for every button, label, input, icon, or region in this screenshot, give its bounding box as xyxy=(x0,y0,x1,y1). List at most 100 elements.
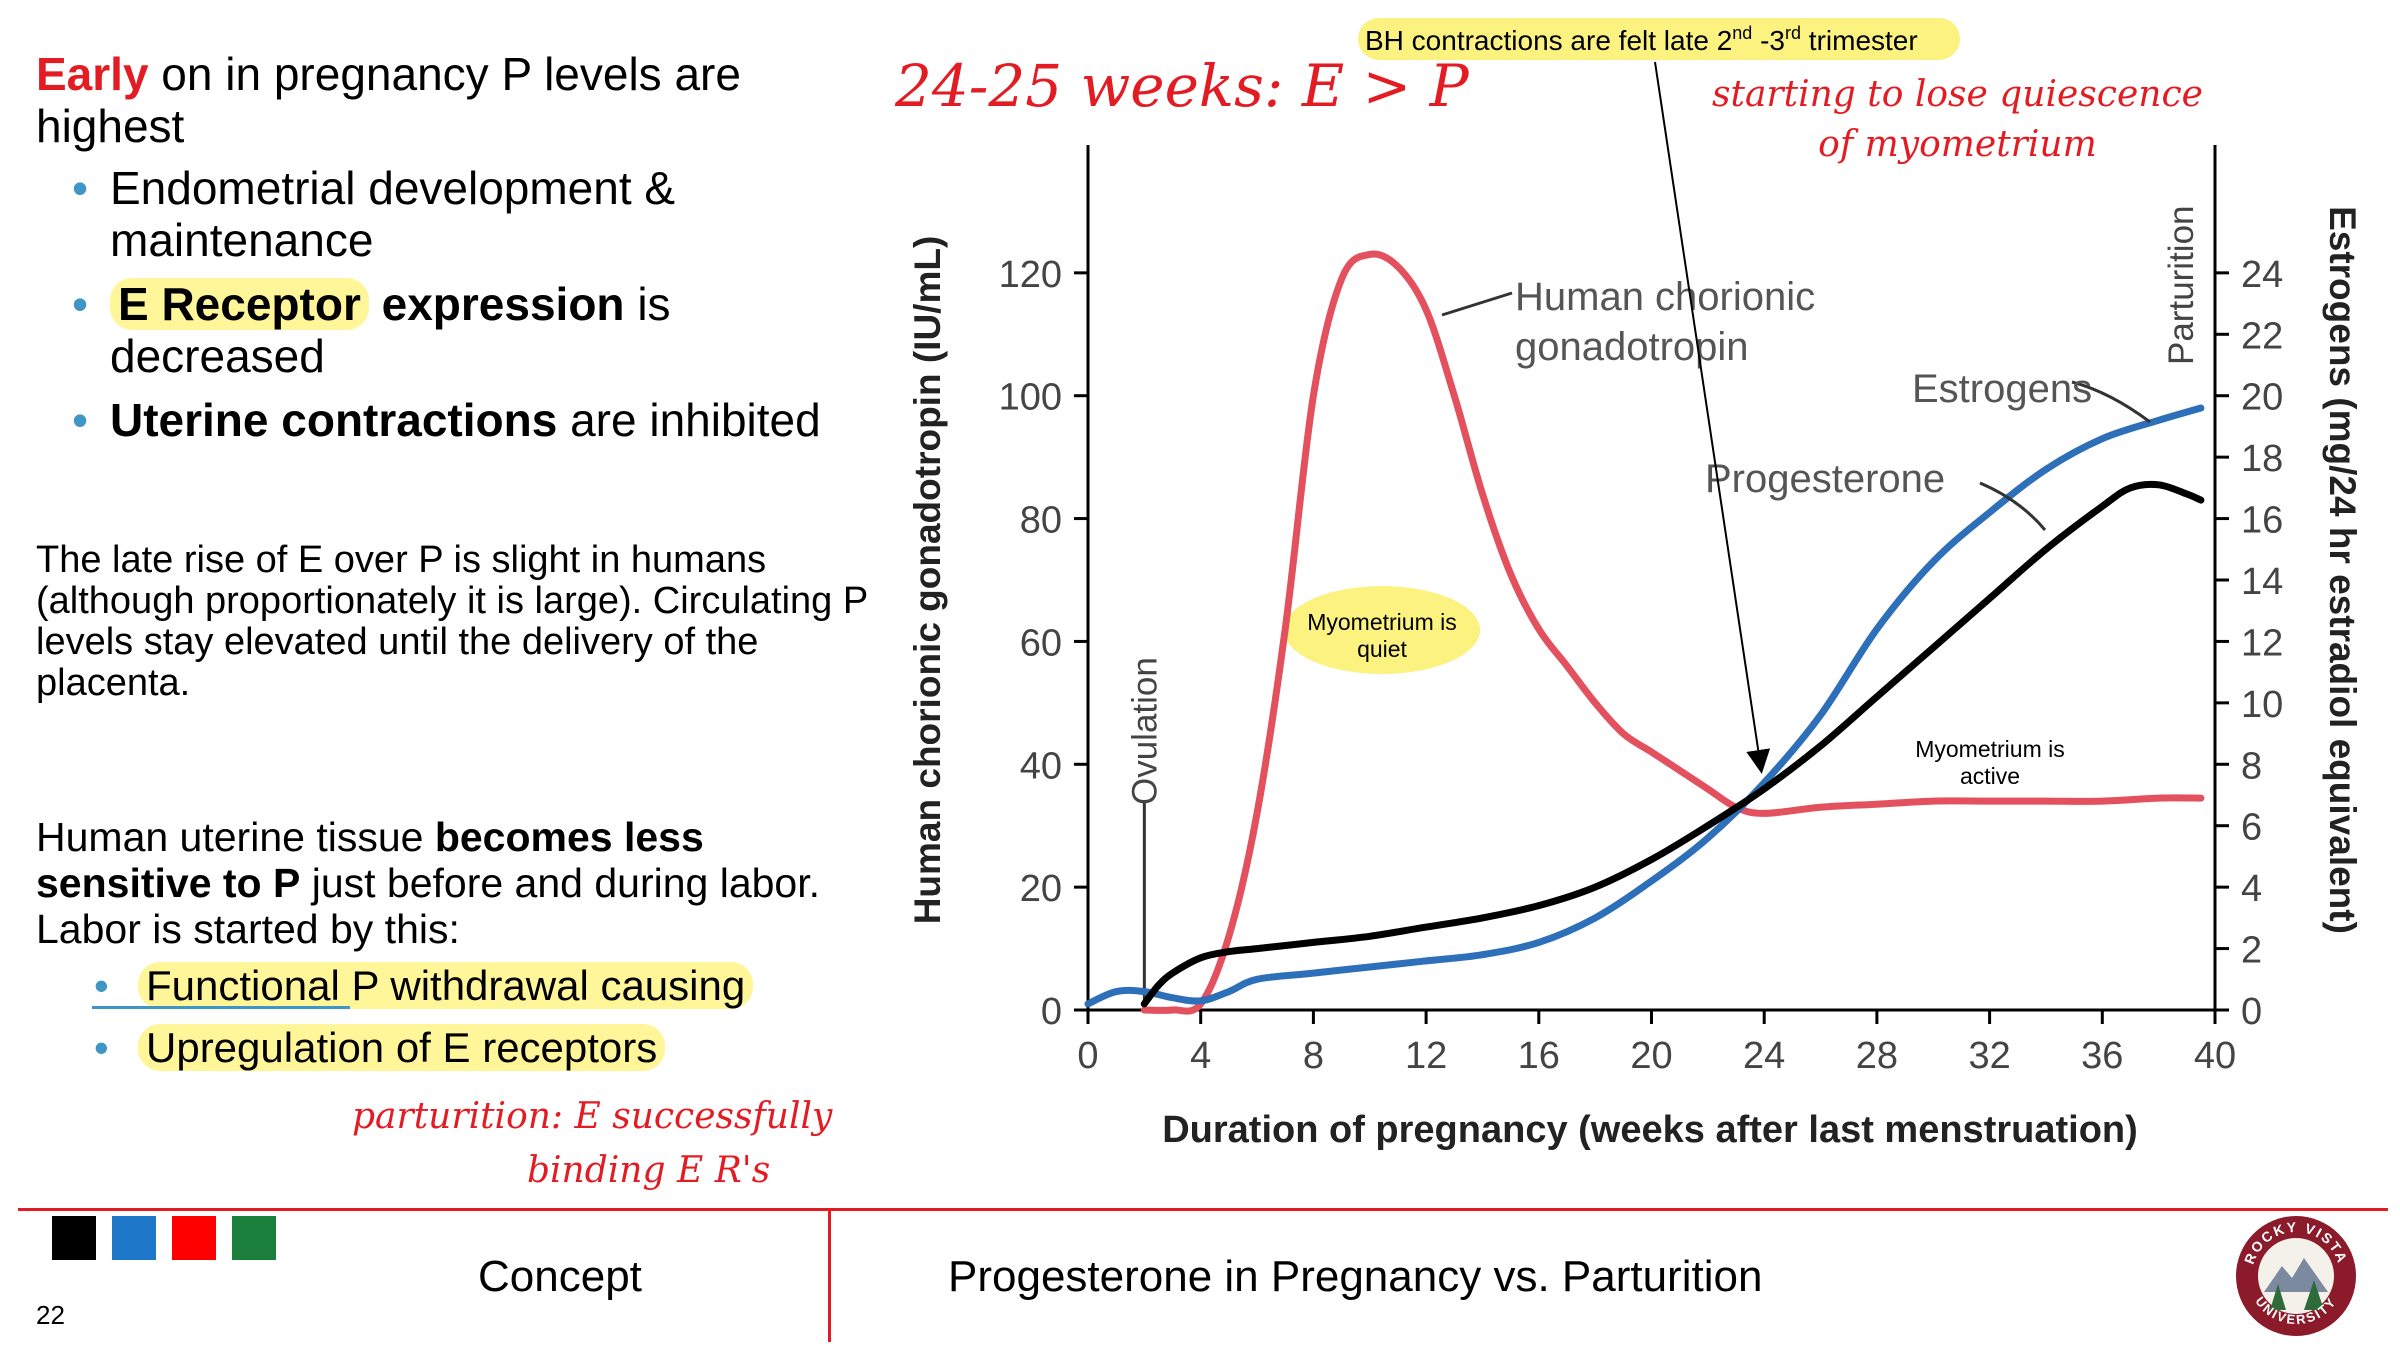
x-tick-label: 20 xyxy=(1630,1035,1672,1077)
y-left-tick-label: 120 xyxy=(999,254,1062,296)
y-right-tick-label: 22 xyxy=(2241,315,2283,357)
callout-active-l1: Myometrium is xyxy=(1915,736,2065,762)
y-axis-left-title: Human chorionic gonadotropin (IU/mL) xyxy=(907,236,948,925)
hcg-leader xyxy=(1441,291,1513,317)
swatch-blue xyxy=(112,1216,156,1260)
y-right-tick-label: 18 xyxy=(2241,438,2283,480)
swatch-black xyxy=(52,1216,96,1260)
underline xyxy=(92,1006,350,1009)
handwritten-parturition: parturition: E successfully binding E R'… xyxy=(352,1090,832,1198)
sub-bullet-upregulation: • Upregulation of E receptors xyxy=(94,1022,666,1074)
label-hcg-l1: Human chorionic xyxy=(1515,275,1815,319)
label-progesterone: Progesterone xyxy=(1705,457,1945,501)
y-right-tick-label: 8 xyxy=(2241,745,2262,787)
callout-arrow xyxy=(1654,61,1771,774)
para-bold: becomes less xyxy=(434,814,704,860)
x-tick-label: 12 xyxy=(1405,1035,1447,1077)
highlight-upregulation: Upregulation of E receptors xyxy=(138,1024,666,1071)
x-tick-label: 4 xyxy=(1190,1035,1211,1077)
y-right-tick-label: 2 xyxy=(2241,930,2262,972)
y-left-tick-label: 40 xyxy=(1020,745,1062,787)
mountain-icon xyxy=(2264,1258,2328,1292)
heading-rest-2: highest xyxy=(36,100,185,152)
ovulation-label: Ovulation xyxy=(1125,657,1164,805)
highlight-e-receptor: E Receptor xyxy=(110,278,369,330)
y-right-tick-label: 14 xyxy=(2241,561,2283,603)
section-label: Concept xyxy=(478,1252,642,1301)
y-right-tick-label: 24 xyxy=(2241,254,2283,296)
bullet-text: decreased xyxy=(110,330,325,382)
bullet-dot-icon: • xyxy=(72,394,89,446)
paragraph-late-rise: The late rise of E over P is slight in h… xyxy=(36,540,916,704)
y-right-tick-label: 10 xyxy=(2241,684,2283,726)
para-text: Human uterine tissue xyxy=(36,814,435,860)
y-left-tick-label: 100 xyxy=(999,377,1062,419)
bullet-dot-icon: • xyxy=(72,278,89,330)
y-right-tick-label: 4 xyxy=(2241,868,2262,910)
x-tick-label: 24 xyxy=(1743,1035,1785,1077)
callout-quiet-bg xyxy=(1284,586,1480,674)
university-logo: ROCKY VISTA UNIVERSITY xyxy=(2236,1216,2356,1336)
para-text: Labor is started by this: xyxy=(36,906,460,952)
bullet-text: Endometrial development & xyxy=(110,162,676,214)
footer-divider xyxy=(828,1208,831,1342)
tree-icon xyxy=(2304,1280,2324,1310)
bullet-dot-icon: • xyxy=(94,1024,109,1071)
y-right-tick-label: 6 xyxy=(2241,807,2262,849)
hormone-chart: BH contractions are felt late 2nd -3rd t… xyxy=(907,18,2363,1151)
series-progesterone-line xyxy=(1140,480,2205,1008)
slide-title: Progesterone in Pregnancy vs. Parturitio… xyxy=(948,1252,1763,1301)
heading-emph: Early xyxy=(36,48,149,100)
y-right-tick-label: 0 xyxy=(2241,991,2262,1033)
heading: Early on in pregnancy P levels are highe… xyxy=(36,48,896,152)
x-axis-title: Duration of pregnancy (weeks after last … xyxy=(1162,1109,2138,1151)
tick-group: 0 4 8 12 16 20 24 28 32 36 40020406080100120024681… xyxy=(999,254,2284,1077)
para-bold: sensitive to P xyxy=(36,860,301,906)
callout-quiet-l1: Myometrium is xyxy=(1307,609,1457,635)
parturition-label: Parturition xyxy=(2162,205,2201,365)
hand-line: starting to lose quiescence xyxy=(1712,74,2203,115)
x-tick-label: 0 xyxy=(1077,1035,1098,1077)
y-axis-right-title: Estrogens (mg/24 hr estradiol equivalent… xyxy=(2322,206,2363,934)
bullet-uterine: • Uterine contractions are inhibited xyxy=(72,394,821,446)
y-left-tick-label: 20 xyxy=(1020,868,1062,910)
footer-top-rule xyxy=(18,1208,2388,1211)
handwritten-quiescence: starting to lose quiescence of myometriu… xyxy=(1712,70,2203,170)
bullet-bold: expression xyxy=(368,278,625,330)
swatch-red xyxy=(172,1216,216,1260)
callout-active-l2: active xyxy=(1960,763,2020,789)
x-tick-label: 8 xyxy=(1303,1035,1324,1077)
x-tick-label: 40 xyxy=(2194,1035,2236,1077)
hand-line: binding E R's xyxy=(527,1150,771,1191)
heading-rest: on in pregnancy P levels are xyxy=(148,48,741,100)
x-tick-label: 16 xyxy=(1518,1035,1560,1077)
x-tick-label: 32 xyxy=(1968,1035,2010,1077)
label-hcg-l2: gonadotropin xyxy=(1515,325,1749,369)
hand-line: of myometrium xyxy=(1818,124,2097,165)
progesterone-leader xyxy=(1979,481,2047,531)
swatch-green xyxy=(232,1216,276,1260)
callout-bh-bg xyxy=(1358,18,1960,60)
bullet-endometrial: • Endometrial development & maintenance xyxy=(72,162,676,266)
bullet-dot-icon: • xyxy=(94,962,109,1009)
x-tick-label: 36 xyxy=(2081,1035,2123,1077)
callout-quiet-l2: quiet xyxy=(1357,636,1407,662)
tree-icon xyxy=(2270,1284,2286,1310)
estrogens-leader xyxy=(2071,380,2151,424)
y-right-tick-label: 20 xyxy=(2241,377,2283,419)
bullet-text: is xyxy=(624,278,671,330)
bullet-e-receptor: • E Receptor expression is decreased xyxy=(72,278,671,382)
y-left-tick-label: 0 xyxy=(1041,991,1062,1033)
y-right-tick-label: 16 xyxy=(2241,500,2283,542)
label-estrogens: Estrogens xyxy=(1912,367,2092,411)
bullet-bold: Uterine contractions xyxy=(110,394,558,446)
y-right-tick-label: 12 xyxy=(2241,622,2283,664)
series-hcg-line xyxy=(1140,250,2205,1015)
page-number: 22 xyxy=(36,1300,65,1330)
y-left-tick-label: 60 xyxy=(1020,622,1062,664)
highlight-functional: Functional P withdrawal causing xyxy=(138,962,754,1009)
para-line: levels stay elevated until the delivery … xyxy=(36,621,759,663)
para-line: The late rise of E over P is slight in h… xyxy=(36,539,767,581)
para-line: (although proportionately it is large). … xyxy=(36,580,869,622)
x-tick-label: 28 xyxy=(1856,1035,1898,1077)
